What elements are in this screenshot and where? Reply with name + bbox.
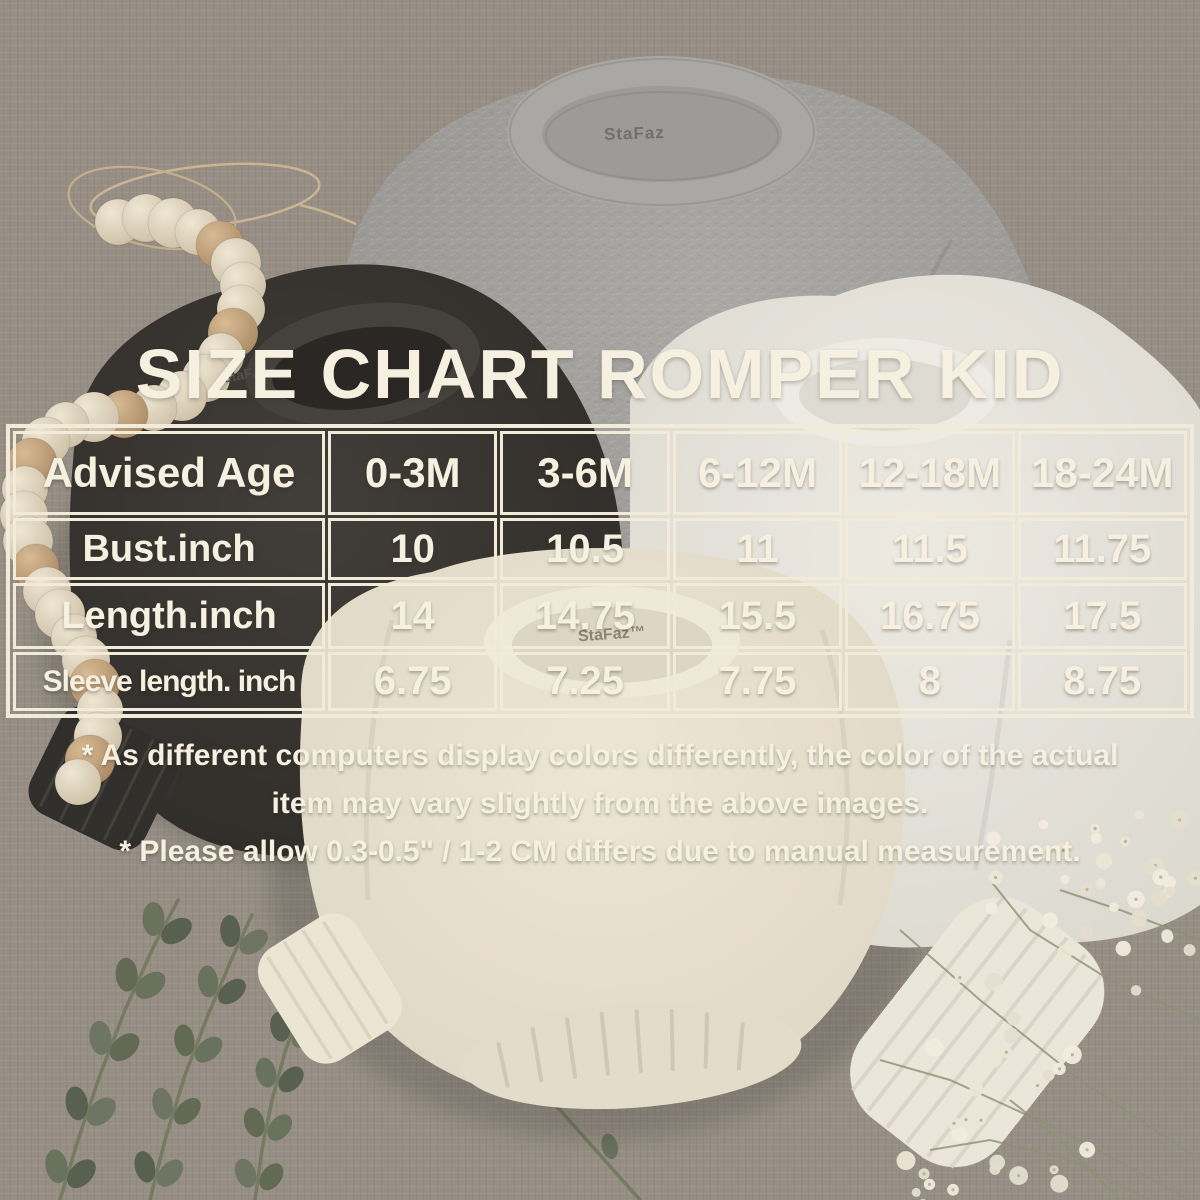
- row-label-sleeve-length: Sleeve length. inch: [13, 652, 325, 711]
- age-column-header: 6-12M: [672, 431, 843, 515]
- size-value-cell: 7.75: [672, 652, 843, 711]
- disclaimer-line: item may vary slightly from the above im…: [271, 787, 929, 820]
- age-column-header: 12-18M: [845, 431, 1015, 515]
- cream-romper: [258, 547, 906, 1110]
- age-column-header: 0-3M: [328, 431, 498, 515]
- disclaimer-line: * Please allow 0.3-0.5" / 1-2 CM differs…: [119, 835, 1081, 868]
- size-value-cell: 6.75: [328, 652, 498, 711]
- size-value-cell: 10.5: [500, 518, 670, 580]
- size-value-cell: 7.25: [500, 652, 670, 711]
- size-value-cell: 14: [328, 583, 498, 649]
- babys-breath-flowers: [879, 809, 1200, 1200]
- size-value-cell: 15.5: [672, 583, 843, 649]
- size-value-cell: 10: [328, 518, 498, 580]
- page-title: SIZE CHART ROMPER KID: [135, 335, 1065, 413]
- size-value-cell: 14.75: [500, 583, 670, 649]
- size-value-cell: 8: [845, 652, 1015, 711]
- row-label-bust: Bust.inch: [13, 518, 325, 580]
- age-column-header: 18-24M: [1017, 431, 1187, 515]
- size-value-cell: 11.75: [1017, 518, 1187, 580]
- size-value-cell: 17.5: [1017, 583, 1187, 649]
- brand-label-gray-collar: StaFaz: [603, 122, 666, 145]
- disclaimer-line: * As different computers display colors …: [81, 739, 1119, 772]
- bead-garland: [0, 162, 357, 806]
- size-chart-table: Advised Age 0-3M 3-6M 6-12M 12-18M 18-24…: [6, 424, 1194, 718]
- row-label-length: Length.inch: [13, 583, 325, 649]
- size-value-cell: 8.75: [1017, 652, 1187, 711]
- row-header-advised-age: Advised Age: [13, 431, 325, 515]
- size-value-cell: 16.75: [845, 583, 1015, 649]
- age-column-header: 3-6M: [500, 431, 670, 515]
- size-value-cell: 11.5: [845, 518, 1015, 580]
- disclaimer-notes: * As different computers display colors …: [0, 732, 1200, 876]
- size-value-cell: 11: [672, 518, 843, 580]
